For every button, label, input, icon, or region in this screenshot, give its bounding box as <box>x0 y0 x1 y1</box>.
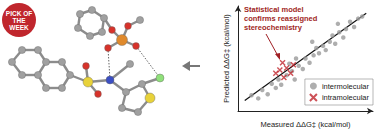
html-text:PICK OF THE WEEK: PICK OF THE WEEK <box>5 9 33 31</box>
svg-text:Predicted ΔΔG‡ (kcal/mol): Predicted ΔΔG‡ (kcal/mol) <box>222 14 231 103</box>
svg-text:confirms reassigned: confirms reassigned <box>244 14 318 23</box>
svg-text:Measured ΔΔG‡ (kcal/mol): Measured ΔΔG‡ (kcal/mol) <box>260 120 351 129</box>
svg-text:Statistical model: Statistical model <box>244 5 304 14</box>
svg-text:intermolecular: intermolecular <box>322 82 370 91</box>
svg-text:intramolecular: intramolecular <box>322 93 370 102</box>
svg-text:stereochemistry: stereochemistry <box>244 23 303 32</box>
